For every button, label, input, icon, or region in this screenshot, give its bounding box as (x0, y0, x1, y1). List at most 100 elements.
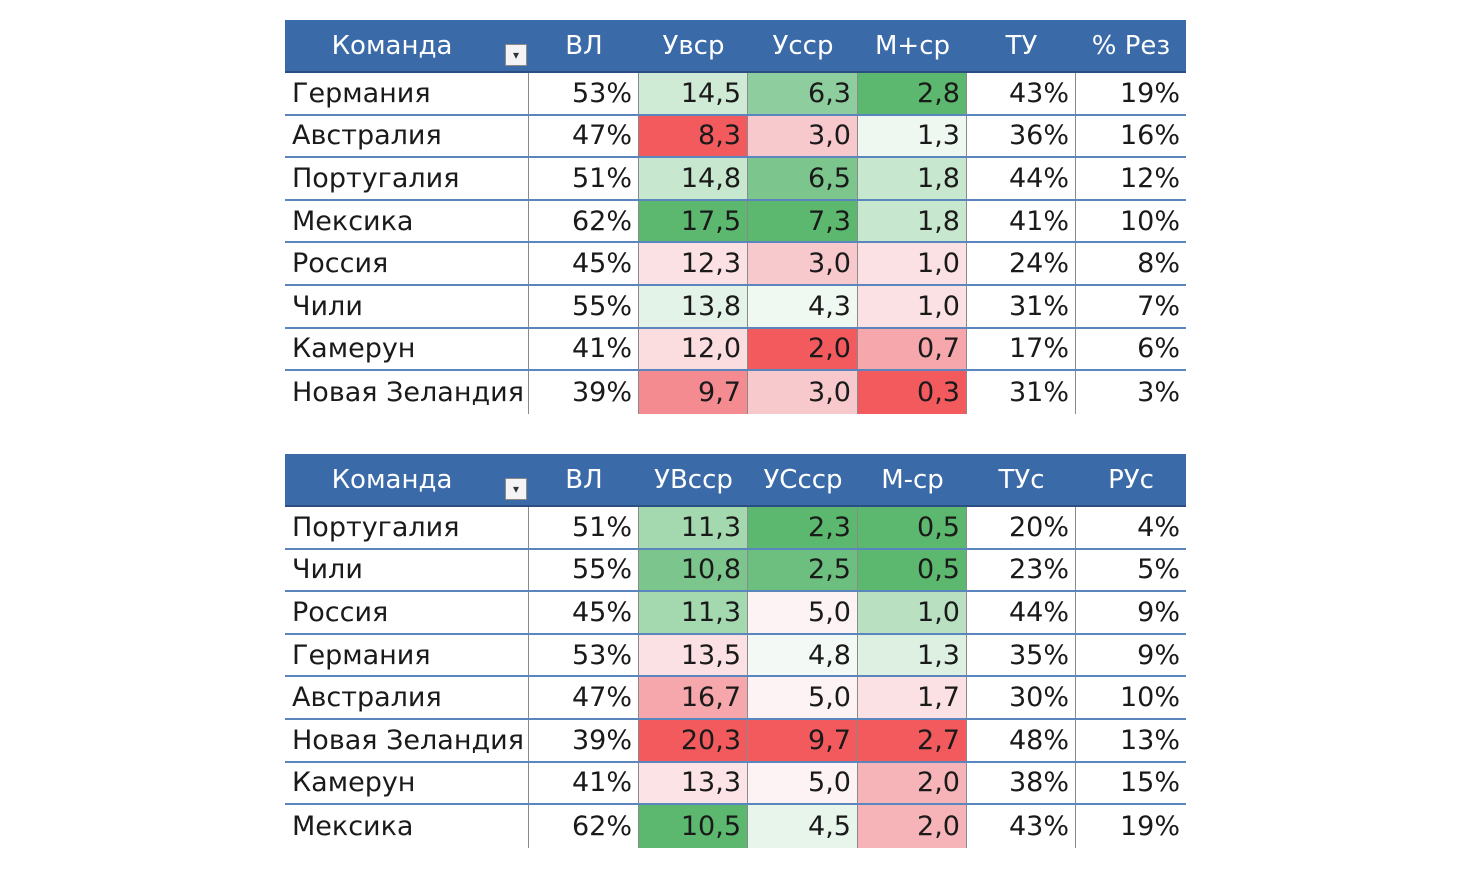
header-cell: Команда ▾ (285, 454, 529, 505)
header-cell: УСсср (763, 464, 843, 495)
value-cell: 55% (529, 285, 639, 327)
table-body: Португалия 51% 11,3 2,3 0,5 20% 4% Чили 55% 10,8 2… (285, 507, 1186, 848)
team-name-cell: Германия (285, 73, 529, 114)
value-cell: 51% (529, 158, 639, 199)
value-cell: 17% (967, 328, 1076, 370)
header-cell: % Рез (1091, 30, 1171, 61)
table-row: Германия 53% 13,5 4,8 1,3 35% 9% (285, 634, 1186, 678)
value-cell: 11,3 (639, 592, 748, 633)
value-cell: 9% (1137, 596, 1180, 628)
value-cell: 23% (967, 549, 1076, 591)
value-cell: 41% (967, 200, 1076, 242)
team-name-cell: Португалия (285, 507, 529, 548)
value-cell: 43% (967, 805, 1076, 848)
value-cell: 0,7 (858, 328, 967, 370)
value-cell: 5,0 (748, 592, 858, 633)
table-header: Команда ▾ ВЛ Увср Уcср М+ср ТУ % Рез (285, 20, 1186, 73)
value-cell: 2,0 (858, 805, 967, 848)
value-cell: 1,0 (858, 592, 967, 633)
value-cell: 2,5 (748, 549, 858, 591)
value-cell: 20% (967, 507, 1076, 548)
value-cell: 51% (529, 507, 639, 548)
value-cell: 1,3 (858, 115, 967, 157)
value-cell: 17,5 (639, 200, 748, 242)
value-cell: 53% (529, 634, 639, 676)
value-cell: 0,5 (858, 507, 967, 548)
value-cell: 3,0 (748, 115, 858, 157)
value-cell: 62% (529, 805, 639, 848)
team-name-cell: Мексика (285, 200, 529, 242)
table-row: Новая Зеландия 39% 9,7 3,0 0,3 31% 3% (285, 371, 1186, 414)
value-cell: 2,3 (748, 507, 858, 548)
value-cell: 4,5 (748, 805, 858, 848)
value-cell: 4% (1137, 511, 1180, 543)
value-cell: 53% (529, 73, 639, 114)
value-cell: 1,8 (858, 200, 967, 242)
value-cell: 2,7 (858, 719, 967, 761)
team-name-cell: Новая Зеландия (285, 371, 529, 414)
table-row: Чили 55% 13,8 4,3 1,0 31% 7% (285, 285, 1186, 329)
header-cell: М-ср (881, 464, 944, 495)
value-cell: 39% (529, 719, 639, 761)
value-cell: 44% (967, 592, 1076, 633)
value-cell: 10% (1119, 205, 1180, 237)
team-name-cell: Камерун (285, 328, 529, 370)
team-name-cell: Чили (285, 549, 529, 591)
value-cell: 5,0 (748, 762, 858, 804)
value-cell: 9,7 (748, 719, 858, 761)
value-cell: 7% (1137, 290, 1180, 322)
value-cell: 24% (967, 243, 1076, 284)
value-cell: 13% (1119, 724, 1180, 756)
value-cell: 6% (1137, 333, 1180, 365)
team-name-cell: Австралия (285, 677, 529, 718)
value-cell: 1,8 (858, 158, 967, 199)
value-cell: 31% (967, 371, 1076, 414)
value-cell: 1,0 (858, 243, 967, 284)
filter-dropdown-icon[interactable]: ▾ (505, 478, 527, 500)
value-cell: 13,5 (639, 634, 748, 676)
header-cell: Уcср (772, 30, 834, 61)
value-cell: 19% (1119, 77, 1180, 109)
team-name-cell: Австралия (285, 115, 529, 157)
value-cell: 62% (529, 200, 639, 242)
header-cell: Увср (662, 30, 725, 61)
value-cell: 12,3 (639, 243, 748, 284)
table-row: Австралия 47% 16,7 5,0 1,7 30% 10% (285, 677, 1186, 720)
value-cell: 9% (1137, 639, 1180, 671)
table-header: Команда ▾ ВЛ УВсср УСсср М-ср ТУс РУс (285, 454, 1186, 507)
value-cell: 1,0 (858, 285, 967, 327)
table-row: Камерун 41% 13,3 5,0 2,0 38% 15% (285, 762, 1186, 806)
filter-dropdown-icon[interactable]: ▾ (505, 44, 527, 66)
value-cell: 5,0 (748, 677, 858, 718)
header-cell: Команда ▾ (285, 20, 529, 71)
value-cell: 14,8 (639, 158, 748, 199)
team-name-cell: Португалия (285, 158, 529, 199)
value-cell: 45% (529, 243, 639, 284)
value-cell: 45% (529, 592, 639, 633)
header-label: Команда (331, 30, 453, 61)
table-row: Россия 45% 12,3 3,0 1,0 24% 8% (285, 243, 1186, 286)
value-cell: 16,7 (639, 677, 748, 718)
team-name-cell: Россия (285, 243, 529, 284)
team-name-cell: Чили (285, 285, 529, 327)
table-row: Чили 55% 10,8 2,5 0,5 23% 5% (285, 549, 1186, 593)
header-cell: ТУ (1005, 30, 1038, 61)
value-cell: 12,0 (639, 328, 748, 370)
value-cell: 14,5 (639, 73, 748, 114)
value-cell: 12% (1119, 162, 1180, 194)
value-cell: 3% (1137, 376, 1180, 408)
team-name-cell: Россия (285, 592, 529, 633)
table-body: Германия 53% 14,5 6,3 2,8 43% 19% Австралия 47% 8… (285, 73, 1186, 414)
table-row: Мексика 62% 17,5 7,3 1,8 41% 10% (285, 200, 1186, 244)
value-cell: 7,3 (748, 200, 858, 242)
table-row: Камерун 41% 12,0 2,0 0,7 17% 6% (285, 328, 1186, 372)
value-cell: 44% (967, 158, 1076, 199)
header-cell: УВсср (654, 464, 733, 495)
value-cell: 10,5 (639, 805, 748, 848)
value-cell: 3,0 (748, 243, 858, 284)
value-cell: 10,8 (639, 549, 748, 591)
value-cell: 11,3 (639, 507, 748, 548)
value-cell: 10% (1119, 682, 1180, 714)
value-cell: 1,3 (858, 634, 967, 676)
value-cell: 13,8 (639, 285, 748, 327)
